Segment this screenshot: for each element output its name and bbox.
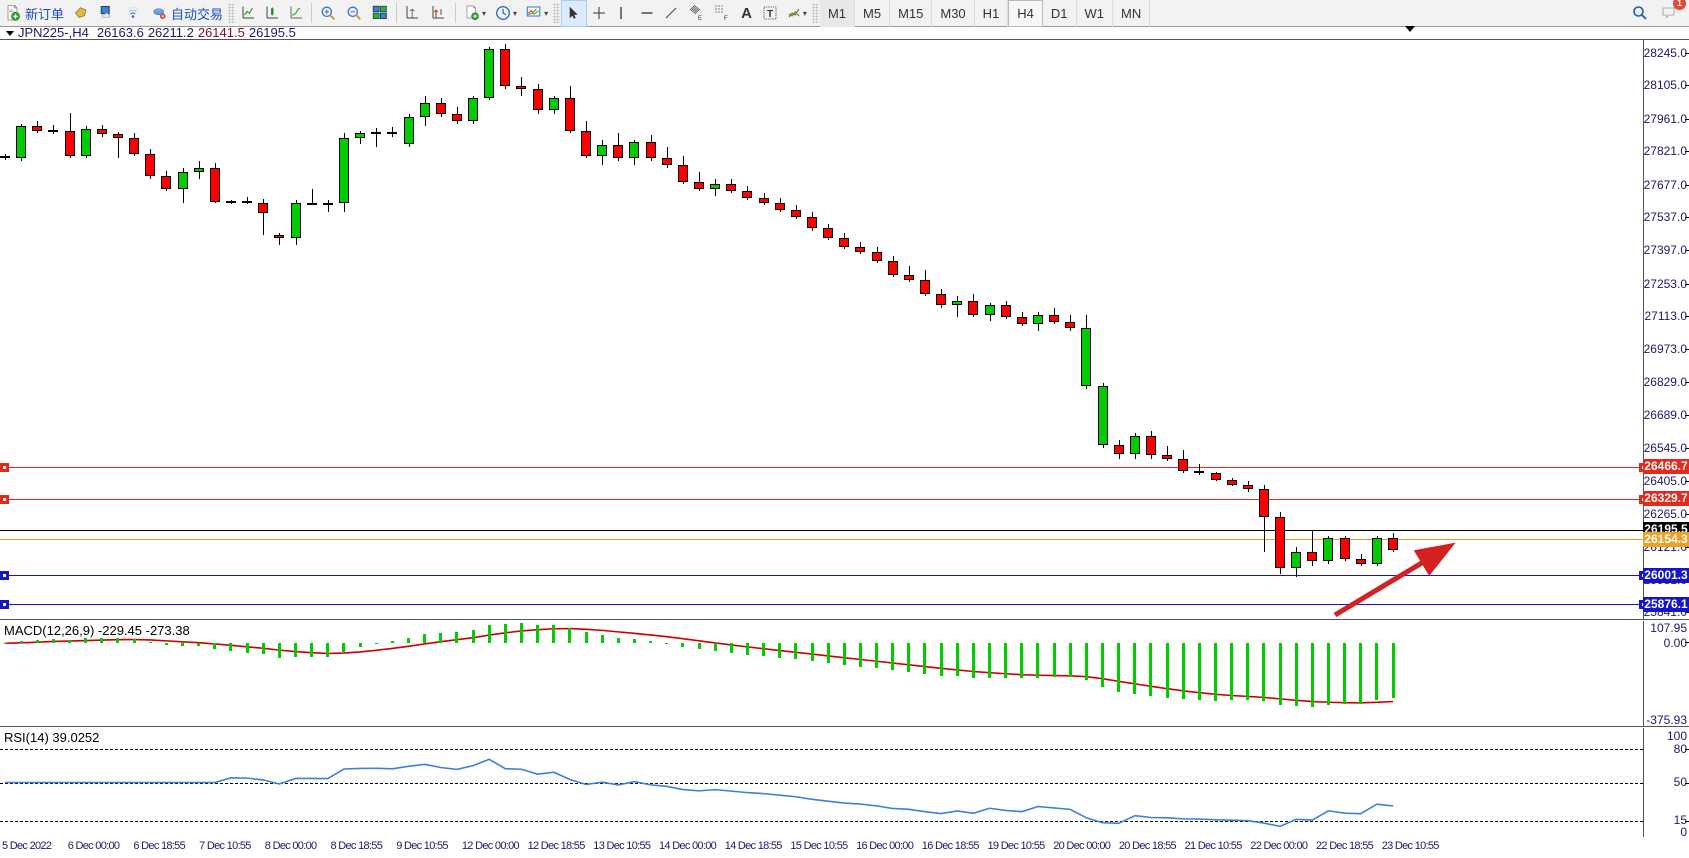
svg-text:F: F — [724, 16, 728, 22]
svg-text:E: E — [698, 16, 702, 22]
svg-text:T: T — [767, 9, 773, 20]
